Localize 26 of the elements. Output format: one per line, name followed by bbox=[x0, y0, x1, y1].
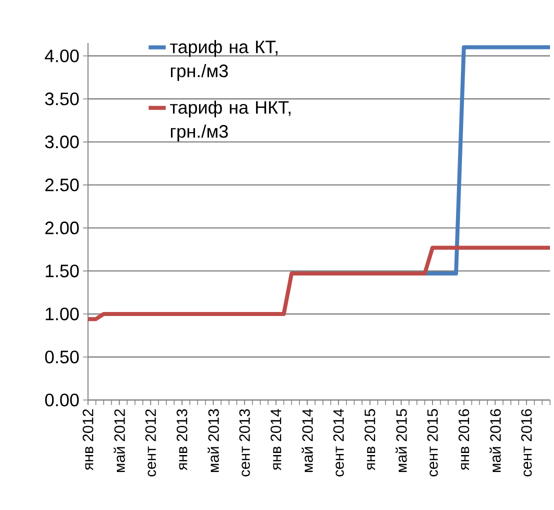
y-tick-label: 3.50 bbox=[45, 92, 79, 106]
legend-label: тариф на НКТ, грн./м3 bbox=[170, 100, 290, 142]
x-tick-label: янв 2012 bbox=[82, 409, 94, 470]
y-tick-label: 4.00 bbox=[44, 50, 79, 62]
y-tick-label: 0.50 bbox=[45, 350, 79, 364]
x-tick-label: янв 2015 bbox=[364, 409, 376, 470]
x-tick-label: янв 2014 bbox=[270, 408, 282, 470]
x-tick-label: май 2013 bbox=[208, 409, 219, 472]
y-tick-label: 1.00 bbox=[46, 308, 79, 320]
y-tick-label: 2.50 bbox=[45, 178, 79, 192]
x-tick-label: май 2015 bbox=[396, 409, 407, 472]
y-tick-label: 0.00 bbox=[45, 394, 79, 406]
x-tick-label: сент 2014 bbox=[333, 408, 344, 476]
y-tick-label: 3.00 bbox=[45, 136, 79, 148]
x-tick-label: сент 2013 bbox=[239, 409, 250, 476]
x-tick-label: янв 2016 bbox=[458, 409, 470, 470]
x-tick-label: май 2012 bbox=[114, 409, 125, 472]
x-tick-label: янв 2013 bbox=[176, 409, 188, 470]
x-tick-label: сент 2016 bbox=[521, 409, 532, 476]
x-tick-label: сент 2012 bbox=[145, 409, 156, 476]
x-tick-label: сент 2015 bbox=[427, 409, 438, 476]
x-tick-label: май 2016 bbox=[490, 409, 501, 472]
x-tick-label: май 2014 bbox=[302, 408, 313, 472]
legend-label: тариф на КТ, грн./м3 bbox=[170, 40, 278, 81]
y-tick-label: 1.50 bbox=[46, 264, 79, 278]
y-tick-label: 2.00 bbox=[45, 222, 79, 234]
